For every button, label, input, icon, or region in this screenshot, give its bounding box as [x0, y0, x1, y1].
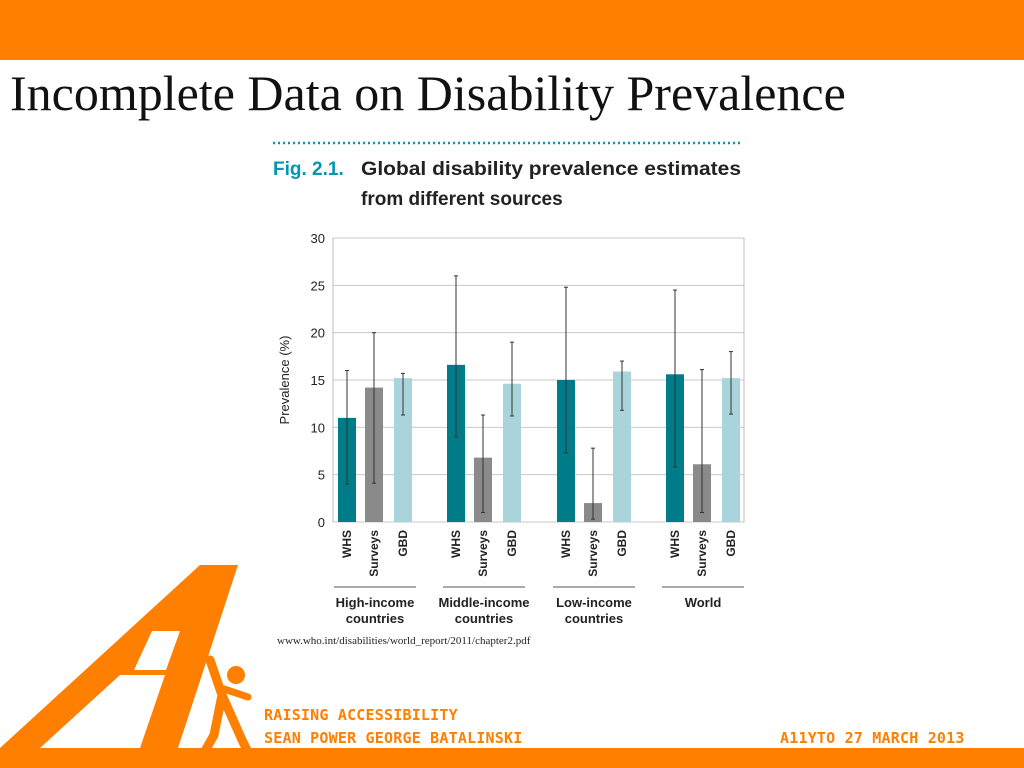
- bar: [722, 378, 740, 522]
- bar: [503, 383, 521, 522]
- chart-title: Global disability prevalence estimates: [361, 159, 741, 180]
- source-caption: www.who.int/disabilities/world_report/20…: [277, 635, 531, 647]
- footer-subtitle: RAISING ACCESSIBILITY: [264, 706, 458, 724]
- footer-authors: SEAN POWER GEORGE BATALINSKI: [264, 729, 523, 747]
- footer-event: A11YTO 27 MARCH 2013: [780, 729, 965, 747]
- bar: [447, 364, 465, 522]
- bar-label: GBD: [724, 530, 738, 557]
- logo-a-icon: [0, 565, 257, 765]
- y-tick-label: 10: [311, 420, 325, 435]
- group-label: countries: [565, 611, 624, 626]
- y-axis-label: Prevalence (%): [277, 336, 292, 425]
- bar-label: Surveys: [476, 530, 490, 577]
- bar-label: Surveys: [367, 530, 381, 577]
- chart-subtitle: from different sources: [361, 189, 563, 210]
- slide-title: Incomplete Data on Disability Prevalence: [10, 65, 846, 121]
- group-label: Low-income: [556, 595, 632, 610]
- bar-label: WHS: [340, 530, 354, 558]
- group-label: countries: [346, 611, 405, 626]
- y-tick-label: 0: [318, 515, 325, 530]
- bar-label: WHS: [668, 530, 682, 558]
- top-accent-bar: [0, 0, 1024, 60]
- bar: [613, 371, 631, 522]
- bar: [394, 378, 412, 522]
- bar-label: Surveys: [695, 530, 709, 577]
- bottom-accent-bar: [0, 748, 1024, 768]
- y-tick-label: 15: [311, 373, 325, 388]
- group-label: Middle-income: [438, 595, 529, 610]
- bar-label: GBD: [505, 530, 519, 557]
- bar-label: Surveys: [586, 530, 600, 577]
- bar-label: WHS: [559, 530, 573, 558]
- group-label: countries: [455, 611, 514, 626]
- bar-label: GBD: [615, 530, 629, 557]
- y-tick-label: 5: [318, 468, 325, 483]
- disability-prevalence-chart: Fig. 2.1. Global disability prevalence es…: [273, 141, 745, 626]
- bar-label: GBD: [396, 530, 410, 557]
- group-label: World: [685, 595, 722, 610]
- group-label: High-income: [336, 595, 415, 610]
- y-tick-label: 30: [311, 231, 325, 246]
- bar-label: WHS: [449, 530, 463, 558]
- y-tick-label: 20: [311, 326, 325, 341]
- y-tick-label: 25: [311, 278, 325, 293]
- fig-label: Fig. 2.1.: [273, 159, 344, 180]
